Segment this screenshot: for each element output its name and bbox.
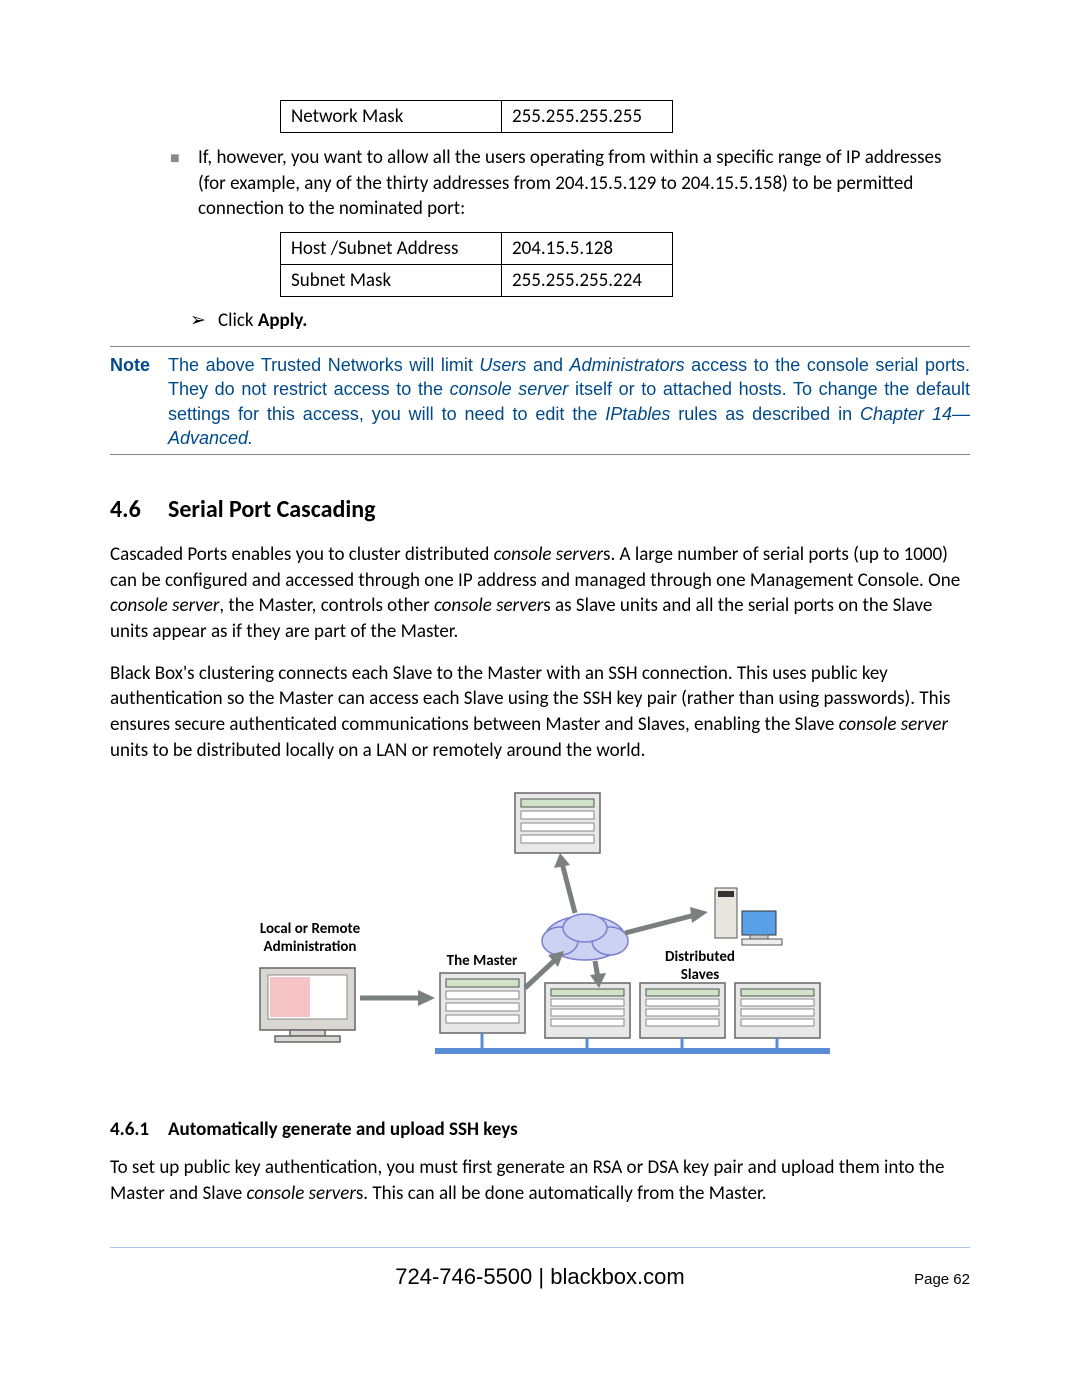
- cell-value: 255.255.255.224: [502, 264, 673, 296]
- bullet-text: If, however, you want to allow all the u…: [198, 145, 970, 222]
- subsection-heading: 4.6.1 Automatically generate and upload …: [110, 1118, 970, 1141]
- section-title: Serial Port Cascading: [168, 495, 376, 524]
- cell-value: 255.255.255.255: [502, 101, 673, 133]
- note-label: Note: [110, 353, 168, 450]
- slave-device-icon: [640, 983, 725, 1038]
- diagram-svg: Local or Remote Administration The Maste…: [240, 783, 840, 1083]
- cell-value: 204.15.5.128: [502, 232, 673, 264]
- cell-label: Host /Subnet Address: [281, 232, 502, 264]
- page-footer: 724-746-5500 | blackbox.com Page 62: [110, 1247, 970, 1290]
- cell-label: Network Mask: [281, 101, 502, 133]
- arrow-bullet-icon: ➢: [190, 309, 218, 332]
- svg-text:Administration: Administration: [264, 938, 357, 956]
- step-text: Click: [218, 309, 258, 332]
- section-heading: 4.6 Serial Port Cascading: [110, 495, 970, 524]
- table-host-subnet: Host /Subnet Address 204.15.5.128 Subnet…: [280, 232, 673, 297]
- svg-text:The Master: The Master: [447, 952, 518, 970]
- table-network-mask: Network Mask 255.255.255.255: [280, 100, 673, 133]
- step-click-apply: ➢ Click Apply.: [190, 309, 970, 332]
- master-device-icon: [440, 973, 525, 1033]
- note-body: The above Trusted Networks will limit Us…: [168, 353, 970, 450]
- bullet-ip-range: ■ If, however, you want to allow all the…: [170, 145, 970, 222]
- cell-label: Subnet Mask: [281, 264, 502, 296]
- svg-text:Local or Remote: Local or Remote: [260, 920, 361, 938]
- paragraph-ssh-keys: To set up public key authentication, you…: [110, 1155, 970, 1206]
- svg-text:Distributed: Distributed: [665, 948, 735, 966]
- slave-device-icon: [735, 983, 820, 1038]
- footer-page-number: Page 62: [850, 1271, 970, 1288]
- subsection-title: Automatically generate and upload SSH ke…: [168, 1118, 518, 1141]
- paragraph-cascaded-intro: Cascaded Ports enables you to cluster di…: [110, 542, 970, 645]
- cascading-diagram: Local or Remote Administration The Maste…: [110, 783, 970, 1088]
- slave-device-icon: [515, 793, 600, 853]
- footer-contact: 724-746-5500 | blackbox.com: [230, 1264, 850, 1290]
- section-number: 4.6: [110, 495, 168, 524]
- paragraph-ssh: Black Box's clustering connects each Sla…: [110, 661, 970, 764]
- square-bullet-icon: ■: [170, 145, 198, 222]
- svg-text:Slaves: Slaves: [681, 966, 719, 984]
- note-box: Note The above Trusted Networks will lim…: [110, 346, 970, 455]
- step-bold: Apply.: [258, 309, 308, 332]
- subsection-number: 4.6.1: [110, 1118, 168, 1141]
- slave-device-icon: [545, 983, 630, 1038]
